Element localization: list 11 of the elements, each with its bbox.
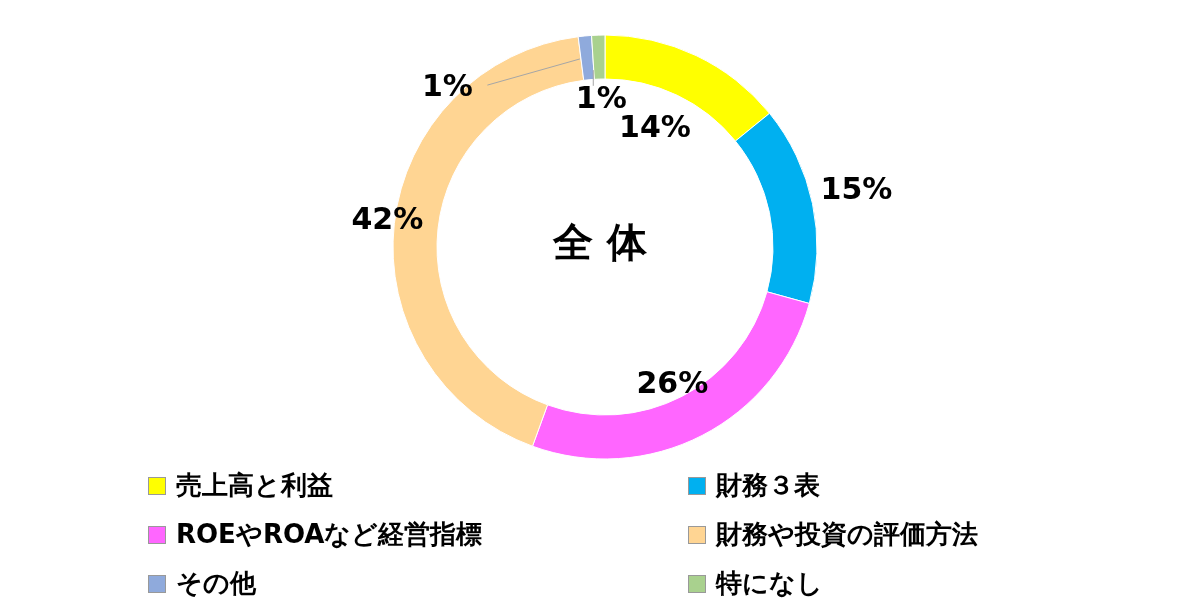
data-label: 1% — [421, 67, 473, 103]
legend-label: 売上高と利益 — [176, 469, 333, 502]
legend-label: ROEやROAなど経営指標 — [176, 518, 483, 551]
legend-label: 特になし — [716, 567, 823, 600]
text: 全 体 — [552, 219, 648, 265]
legend-label: 財務や投資の評価方法 — [716, 518, 978, 551]
data-label: 15% — [820, 170, 893, 206]
legend-label: その他 — [176, 567, 256, 600]
data-label: 42% — [351, 200, 424, 236]
data-label: 26% — [636, 364, 709, 400]
legend-label: 財務３表 — [716, 469, 820, 502]
